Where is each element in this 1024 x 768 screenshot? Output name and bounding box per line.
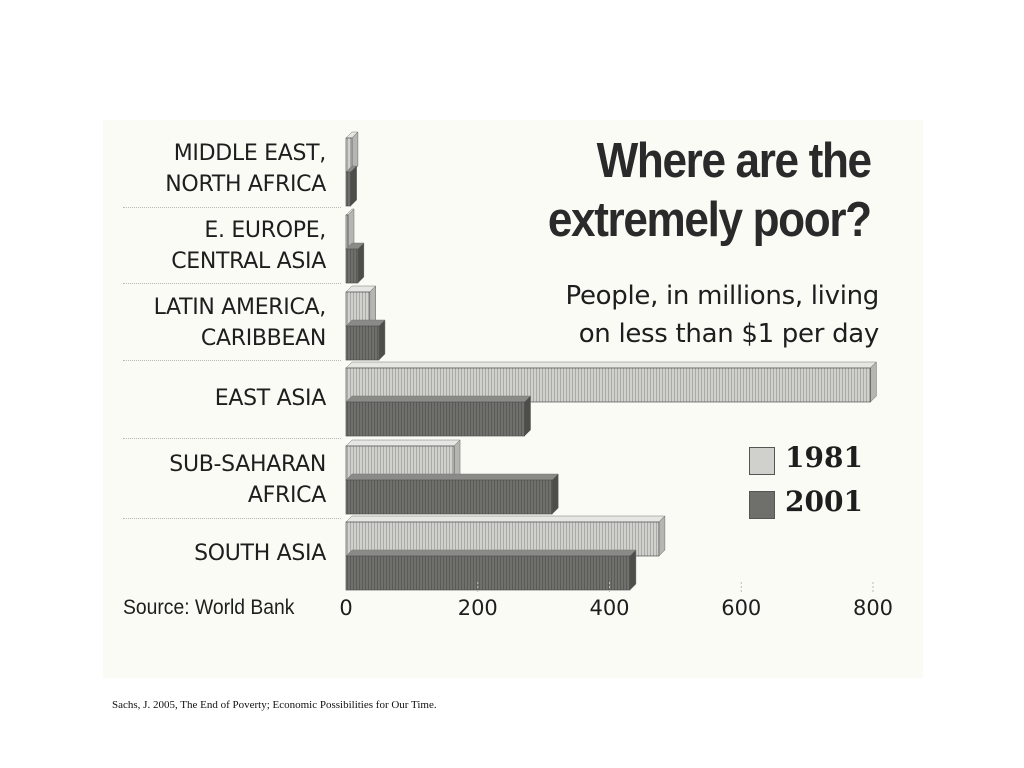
x-tick-label-400: 400 bbox=[589, 596, 630, 620]
category-divider bbox=[123, 518, 341, 519]
category-divider bbox=[123, 438, 341, 439]
bar-east-asia-2001 bbox=[345, 395, 532, 437]
category-label-sub-saharan-africa: SUB-SAHARAN AFRICA bbox=[169, 452, 326, 508]
legend-label-1981: 1981 bbox=[785, 441, 863, 474]
chart-title: Where are the extremely poor? bbox=[548, 134, 872, 247]
citation-text: Sachs, J. 2005, The End of Poverty; Econ… bbox=[112, 699, 437, 711]
bar-e-europe-central-asia-2001 bbox=[345, 242, 365, 284]
category-divider bbox=[123, 360, 341, 361]
category-label-middle-east: MIDDLE EAST, NORTH AFRICA bbox=[165, 141, 326, 197]
x-tick-label-600: 600 bbox=[721, 596, 762, 620]
legend-swatch-1981 bbox=[749, 447, 775, 475]
x-tick-label-0: 0 bbox=[339, 596, 353, 620]
source-note: Source: World Bank bbox=[123, 596, 295, 619]
chart-plot bbox=[345, 131, 877, 592]
category-label-east-asia: EAST ASIA bbox=[214, 386, 327, 411]
bar-latin-america-caribbean-2001 bbox=[345, 319, 386, 361]
x-tick-label-200: 200 bbox=[457, 596, 498, 620]
category-divider bbox=[123, 283, 341, 284]
category-label-latin-america: LATIN AMERICA, CARIBBEAN bbox=[153, 295, 327, 351]
legend-label-2001: 2001 bbox=[785, 485, 863, 518]
x-tick-label-800: 800 bbox=[852, 596, 894, 620]
category-label-e-europe: E. EUROPE, CENTRAL ASIA bbox=[171, 218, 326, 274]
legend-swatch-2001 bbox=[749, 491, 775, 519]
bar-sub-saharan-africa-2001 bbox=[345, 473, 559, 515]
bar-latin-america-caribbean-1981 bbox=[345, 285, 377, 327]
category-label-south-asia: SOUTH ASIA bbox=[194, 541, 326, 566]
chart-figure: MIDDLE EAST, NORTH AFRICA E. EUROPE, CEN… bbox=[103, 120, 923, 678]
bar-middle-east-north-africa-1981 bbox=[345, 131, 359, 173]
category-divider bbox=[123, 207, 341, 208]
bar-south-asia-2001 bbox=[345, 549, 637, 591]
chart-subtitle: People, in millions, living on less than… bbox=[565, 281, 880, 349]
bar-middle-east-north-africa-2001 bbox=[345, 165, 358, 207]
